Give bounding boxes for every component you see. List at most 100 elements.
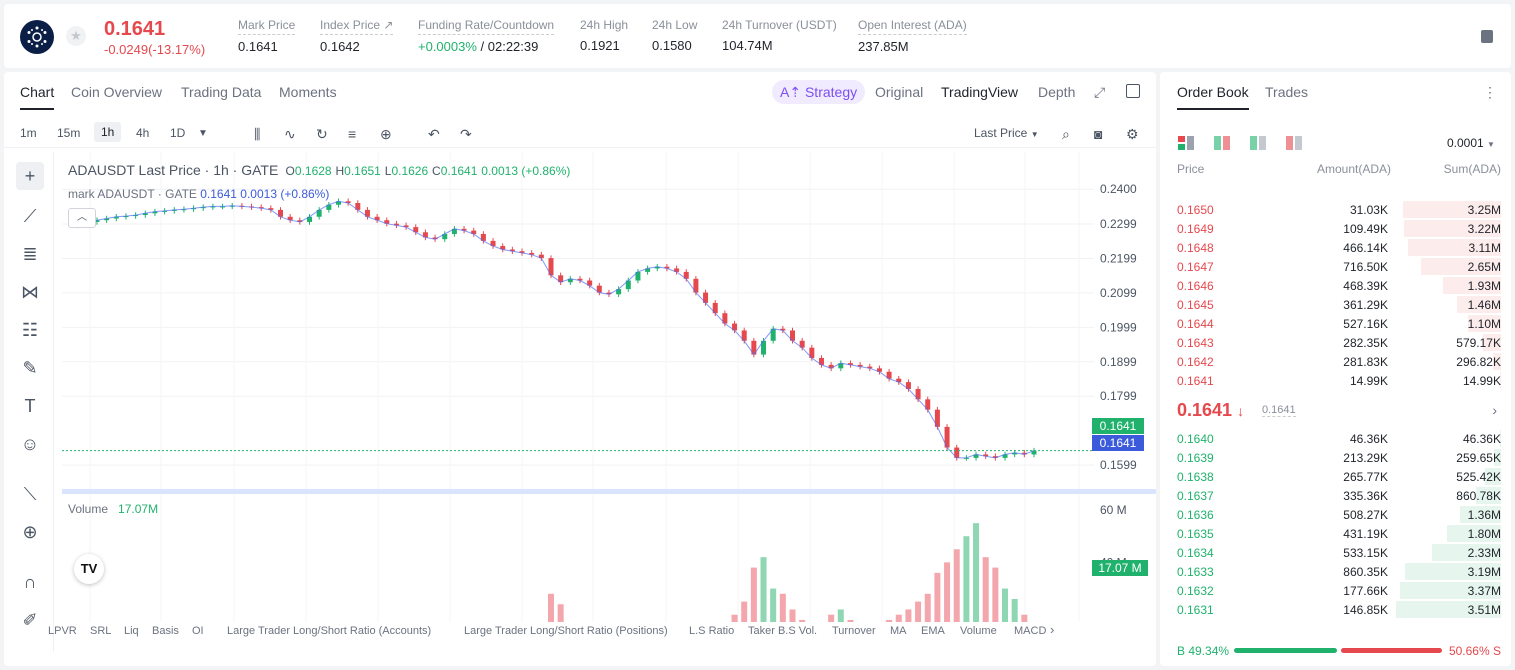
indicators-icon[interactable]: ∿	[284, 126, 296, 142]
ask-row[interactable]: 0.1641 14.99K 14.99K	[1160, 371, 1511, 390]
chevron-right-icon[interactable]: ›	[1492, 402, 1497, 418]
ask-row[interactable]: 0.1645 361.29K 1.46M	[1160, 295, 1511, 314]
indicator-liq[interactable]: Liq	[124, 625, 139, 637]
undo-icon[interactable]: ↶	[428, 126, 440, 142]
timeframe-1m[interactable]: 1m	[20, 126, 37, 140]
bid-row[interactable]: 0.1631 146.85K 3.51M	[1160, 600, 1511, 619]
gear-icon[interactable]: ⚙	[1126, 126, 1139, 142]
indicator-large-trader-long-short-ratio-accounts-[interactable]: Large Trader Long/Short Ratio (Accounts)	[227, 625, 432, 637]
row-price: 0.1650	[1177, 203, 1214, 217]
ask-row[interactable]: 0.1649 109.49K 3.22M	[1160, 219, 1511, 238]
parallel-lines-icon[interactable]: ≣	[22, 244, 38, 264]
precision-select[interactable]: 0.0001 ▼	[1447, 136, 1495, 150]
replay-icon[interactable]: ↻	[316, 126, 328, 142]
pattern-icon[interactable]: ⋈	[21, 282, 39, 302]
ruler-icon[interactable]: ⟍	[23, 484, 37, 504]
candle-body	[548, 258, 554, 276]
crosshair-icon[interactable]: +	[16, 162, 44, 190]
ask-row[interactable]: 0.1643 282.35K 579.17K	[1160, 333, 1511, 352]
indicator-macd[interactable]: MACD	[1014, 625, 1047, 637]
layout-asks-icon[interactable]	[1286, 136, 1302, 150]
indicator-taker-b-s-vol-[interactable]: Taker B.S Vol.	[748, 625, 818, 637]
tab-trades[interactable]: Trades	[1265, 84, 1309, 100]
header-sum: Sum(ADA)	[1443, 162, 1501, 176]
bid-row[interactable]: 0.1632 177.66K 3.37M	[1160, 581, 1511, 600]
price-source-select[interactable]: Last Price ▼	[974, 126, 1039, 140]
timeframe-15m[interactable]: 15m	[57, 126, 81, 140]
magnet-icon[interactable]: ∩	[23, 572, 37, 592]
expand-icon[interactable]: ⤢	[1094, 84, 1106, 100]
search-icon[interactable]: ⌕	[1062, 126, 1070, 142]
bid-row[interactable]: 0.1639 213.29K 259.65K	[1160, 448, 1511, 467]
templates-icon[interactable]: ≡	[348, 126, 357, 142]
timeframe-4h[interactable]: 4h	[136, 126, 150, 140]
indicator-volume[interactable]: Volume	[960, 625, 997, 637]
ask-row[interactable]: 0.1644 527.16K 1.10M	[1160, 314, 1511, 333]
collapse-legend-icon[interactable]: ︿	[68, 208, 96, 228]
bid-row[interactable]: 0.1634 533.15K 2.33M	[1160, 543, 1511, 562]
chevron-right-icon[interactable]: ›	[1050, 622, 1055, 637]
candlestick-chart[interactable]: 0.2400 0.2299 0.2199 0.2099 0.1999 0.1899 0.17…	[4, 152, 1156, 622]
tradingview-logo-icon[interactable]: TV	[74, 554, 104, 584]
zoom-icon[interactable]: ⊕	[22, 522, 38, 542]
row-amount: 109.49K	[1343, 222, 1388, 236]
layout-bids-icon[interactable]	[1250, 136, 1266, 150]
favorite-star-icon[interactable]: ★	[66, 26, 86, 46]
tab-moments[interactable]: Moments	[279, 84, 337, 100]
indicator-l-s-ratio[interactable]: L.S Ratio	[689, 625, 735, 637]
ask-row[interactable]: 0.1650 31.03K 3.25M	[1160, 200, 1511, 219]
tab-chart[interactable]: Chart	[20, 84, 55, 110]
ask-row[interactable]: 0.1647 716.50K 2.65M	[1160, 257, 1511, 276]
bid-row[interactable]: 0.1638 265.77K 525.42K	[1160, 467, 1511, 486]
candle-body	[210, 206, 216, 208]
view-depth[interactable]: Depth	[1038, 84, 1076, 100]
bid-row[interactable]: 0.1637 335.36K 860.78K	[1160, 486, 1511, 505]
indicator-srl[interactable]: SRL	[90, 625, 112, 637]
view-tradingview[interactable]: TradingView	[941, 84, 1019, 100]
ask-row[interactable]: 0.1648 466.14K 3.11M	[1160, 238, 1511, 257]
timeframe-1d[interactable]: 1D	[170, 126, 186, 140]
indicator-lpvr[interactable]: LPVR	[48, 625, 77, 637]
mid-price[interactable]: 0.1641 ↓	[1177, 400, 1244, 421]
bid-row[interactable]: 0.1636 508.27K 1.36M	[1160, 505, 1511, 524]
last-price: 0.1641	[104, 18, 166, 40]
row-price: 0.1648	[1177, 241, 1214, 255]
layout-both-icon[interactable]	[1178, 136, 1194, 150]
layout-split-icon[interactable]	[1214, 136, 1230, 150]
indicator-large-trader-long-short-ratio-positions-[interactable]: Large Trader Long/Short Ratio (Positions…	[464, 625, 668, 637]
view-original[interactable]: Original	[875, 84, 924, 100]
indicator-oi[interactable]: OI	[192, 625, 204, 637]
stat-value: 0.1921	[580, 38, 620, 53]
indicator-ema[interactable]: EMA	[921, 625, 945, 637]
brush-icon[interactable]: ✎	[22, 358, 38, 378]
bid-row[interactable]: 0.1640 46.36K 46.36K	[1160, 429, 1511, 448]
tab-trading-data[interactable]: Trading Data	[181, 84, 262, 100]
fullscreen-icon[interactable]	[1126, 84, 1140, 98]
more-icon[interactable]: ⋮	[1483, 84, 1497, 100]
fib-icon[interactable]: ☷	[21, 320, 39, 340]
emoji-icon[interactable]: ☺	[20, 434, 40, 454]
trend-line-icon[interactable]: ⟋	[23, 206, 37, 226]
camera-icon[interactable]: ◙	[1094, 126, 1103, 142]
indicator-ma[interactable]: MA	[890, 625, 907, 637]
indicator-turnover[interactable]: Turnover	[832, 625, 876, 637]
timeframe-dropdown-icon[interactable]: ▼	[198, 128, 208, 139]
text-icon[interactable]: T	[24, 396, 36, 416]
redo-icon[interactable]: ↷	[460, 126, 472, 142]
stat-index-price[interactable]: Index Price ↗ 0.1642	[320, 18, 394, 54]
bid-row[interactable]: 0.1633 860.35K 3.19M	[1160, 562, 1511, 581]
tab-order-book[interactable]: Order Book	[1177, 84, 1249, 110]
guide-book-icon[interactable]	[1481, 30, 1493, 43]
tab-coin-overview[interactable]: Coin Overview	[71, 84, 163, 100]
lock-drawing-icon[interactable]: ✐	[22, 610, 38, 630]
candle-type-icon[interactable]: ⫼	[254, 126, 261, 142]
timeframe-1h[interactable]: 1h	[94, 122, 122, 142]
drawing-toolbar: + ⟋ ≣ ⋈ ☷ ✎ T ☺ ⟍ ⊕ ∩ ✐	[4, 152, 54, 652]
ask-row[interactable]: 0.1642 281.83K 296.82K	[1160, 352, 1511, 371]
strategy-button[interactable]: A⇡ Strategy	[772, 80, 866, 104]
indicator-basis[interactable]: Basis	[152, 625, 179, 637]
ask-row[interactable]: 0.1646 468.39K 1.93M	[1160, 276, 1511, 295]
bid-row[interactable]: 0.1635 431.19K 1.80M	[1160, 524, 1511, 543]
add-indicator-icon[interactable]: ⊕	[380, 126, 392, 142]
mark-legend-title: mark ADAUSDT · GATE	[68, 187, 197, 201]
